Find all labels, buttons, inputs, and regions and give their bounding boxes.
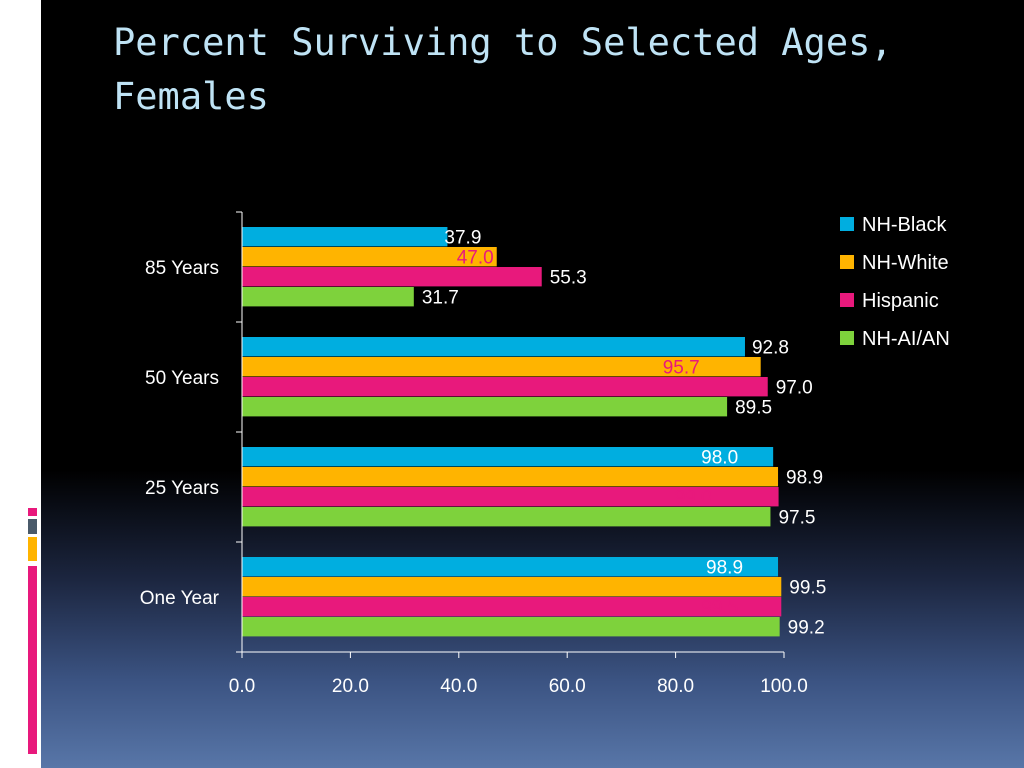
category-label-85-years: 85 Years	[145, 258, 219, 279]
bar-hispanic-85-years	[242, 267, 542, 287]
x-tick-label: 80.0	[657, 676, 694, 697]
legend-label-nh-ai-an: NH-AI/AN	[862, 328, 950, 350]
x-tick-label: 40.0	[440, 676, 477, 697]
bar-nh-black-50-years	[242, 337, 745, 357]
bar-nh-ai-an-85-years	[242, 287, 414, 307]
data-label-hispanic-85-years: 55.3	[550, 268, 587, 289]
bar-nh-ai-an-25-years	[242, 507, 771, 527]
category-label-25-years: 25 Years	[145, 478, 219, 499]
data-label-nh-ai-an-85-years: 31.7	[422, 288, 459, 309]
x-tick-label: 20.0	[332, 676, 369, 697]
legend-swatch-nh-white	[840, 255, 854, 269]
data-label-nh-ai-an-25-years: 97.5	[778, 508, 815, 529]
legend-label-hispanic: Hispanic	[862, 290, 939, 312]
data-label-hispanic-one-year: 99.5	[701, 598, 738, 619]
data-label-nh-white-one-year: 99.5	[789, 578, 826, 599]
bar-hispanic-50-years	[242, 377, 768, 397]
category-label-one-year: One Year	[140, 588, 220, 609]
data-label-nh-black-25-years: 98.0	[701, 448, 738, 469]
bar-hispanic-25-years	[242, 487, 779, 507]
data-label-nh-white-50-years: 95.7	[663, 358, 700, 379]
bar-nh-white-25-years	[242, 467, 779, 487]
bar-nh-black-25-years	[242, 447, 774, 467]
data-label-nh-white-25-years: 98.9	[786, 468, 823, 489]
data-label-nh-ai-an-one-year: 99.2	[788, 618, 825, 639]
data-label-nh-white-85-years: 47.0	[457, 248, 494, 269]
bar-nh-ai-an-one-year	[242, 617, 780, 637]
data-label-nh-black-one-year: 98.9	[706, 558, 743, 579]
x-tick-label: 100.0	[760, 676, 808, 697]
bar-nh-white-50-years	[242, 357, 761, 377]
bar-nh-white-one-year	[242, 577, 782, 597]
legend-swatch-hispanic	[840, 293, 854, 307]
legend-swatch-nh-ai-an	[840, 331, 854, 345]
x-tick-label: 0.0	[229, 676, 255, 697]
accent-bar-2	[28, 519, 37, 534]
accent-bar-4	[28, 566, 37, 754]
category-label-50-years: 50 Years	[145, 368, 219, 389]
data-label-nh-black-85-years: 37.9	[444, 228, 481, 249]
accent-bar-3	[28, 537, 37, 561]
bar-nh-black-one-year	[242, 557, 779, 577]
data-label-nh-black-50-years: 92.8	[752, 338, 789, 359]
legend-label-nh-white: NH-White	[862, 252, 949, 274]
legend-label-nh-black: NH-Black	[862, 214, 947, 236]
bar-nh-ai-an-50-years	[242, 397, 728, 417]
bar-hispanic-one-year	[242, 597, 782, 617]
data-label-hispanic-50-years: 97.0	[776, 378, 813, 399]
bar-nh-white-85-years	[242, 247, 497, 267]
slide-title: Percent Surviving to Selected Ages, Fema…	[113, 21, 893, 118]
data-label-hispanic-25-years: 99.0	[675, 488, 712, 509]
x-tick-label: 60.0	[549, 676, 586, 697]
legend-swatch-nh-black	[840, 217, 854, 231]
accent-bar-1	[28, 508, 37, 516]
bar-nh-black-85-years	[242, 227, 448, 247]
data-label-nh-ai-an-50-years: 89.5	[735, 398, 772, 419]
